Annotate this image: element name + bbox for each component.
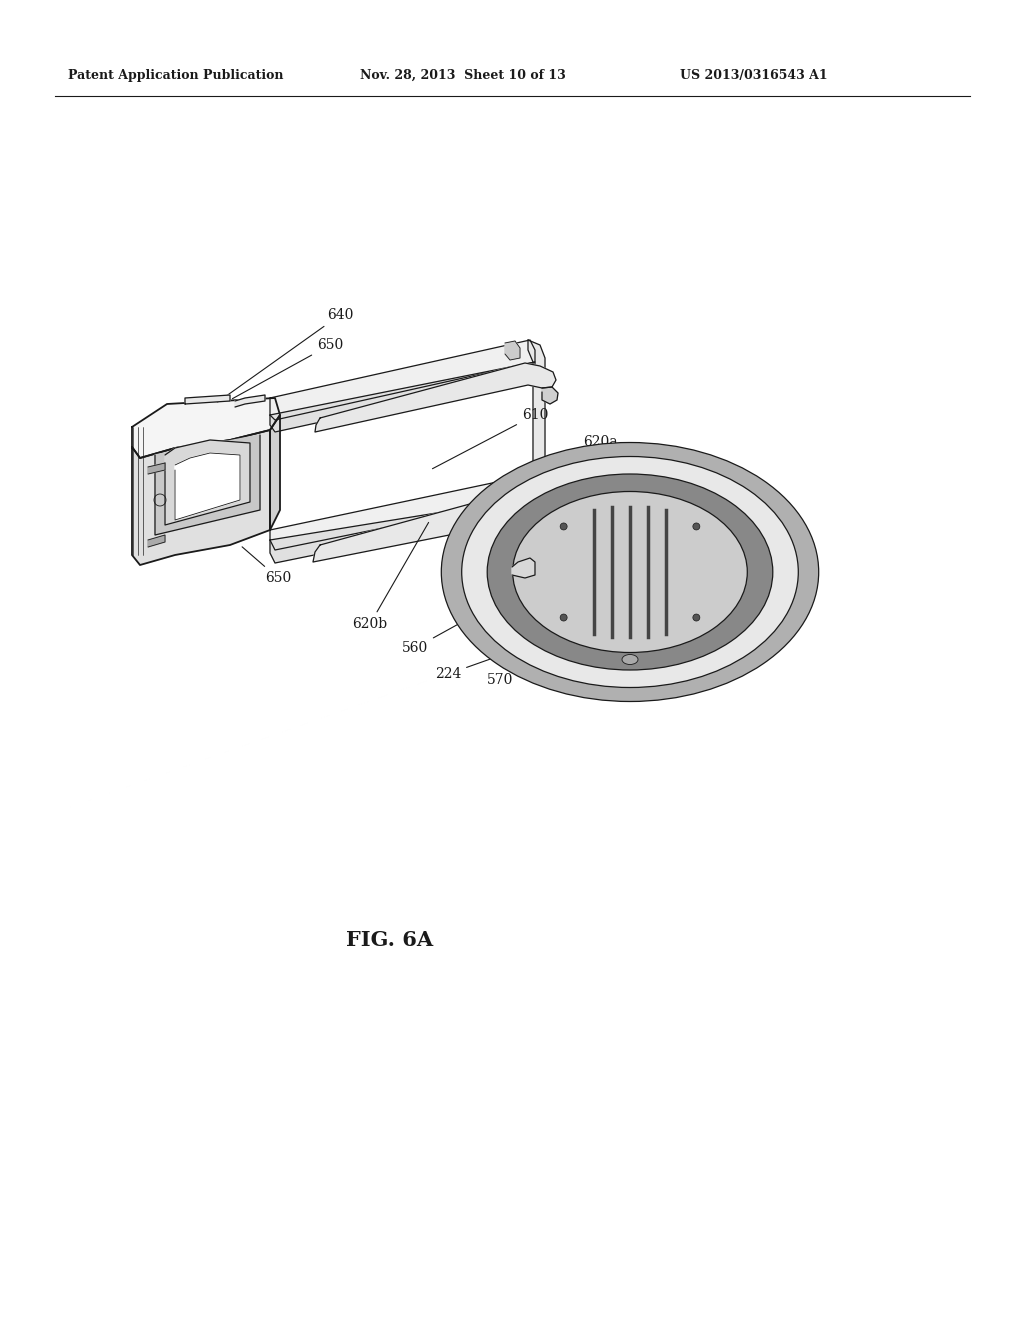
Polygon shape — [510, 531, 755, 607]
Polygon shape — [512, 558, 535, 578]
Ellipse shape — [693, 614, 699, 620]
Polygon shape — [270, 362, 535, 432]
Polygon shape — [165, 440, 250, 525]
Polygon shape — [498, 585, 510, 615]
Text: 620b: 620b — [352, 523, 429, 631]
Polygon shape — [270, 498, 535, 564]
Text: 650: 650 — [232, 338, 343, 399]
Ellipse shape — [622, 655, 638, 664]
Ellipse shape — [560, 614, 567, 620]
Polygon shape — [612, 647, 755, 694]
Ellipse shape — [513, 491, 748, 652]
Polygon shape — [148, 463, 165, 474]
Polygon shape — [505, 341, 520, 360]
Polygon shape — [132, 399, 280, 458]
Text: 550: 550 — [567, 663, 598, 696]
Text: 540: 540 — [642, 490, 669, 556]
Ellipse shape — [528, 502, 732, 642]
Text: 570: 570 — [486, 648, 543, 686]
Ellipse shape — [560, 523, 567, 529]
Polygon shape — [698, 638, 725, 659]
Polygon shape — [502, 640, 620, 694]
Ellipse shape — [487, 474, 773, 671]
Text: 224: 224 — [435, 645, 527, 681]
Polygon shape — [505, 478, 520, 498]
Text: 630a: 630a — [638, 651, 702, 678]
Text: 610: 610 — [432, 408, 548, 469]
Text: 550: 550 — [742, 550, 788, 589]
Text: 650: 650 — [242, 546, 291, 585]
Polygon shape — [234, 395, 265, 407]
Polygon shape — [313, 492, 543, 562]
Polygon shape — [270, 414, 280, 531]
Polygon shape — [132, 430, 270, 565]
Polygon shape — [175, 453, 240, 520]
Polygon shape — [740, 648, 750, 667]
Text: 640: 640 — [217, 308, 353, 403]
Text: FIG. 6A: FIG. 6A — [346, 931, 433, 950]
Polygon shape — [270, 341, 535, 420]
Ellipse shape — [693, 523, 699, 529]
Polygon shape — [505, 642, 515, 659]
Text: Nov. 28, 2013  Sheet 10 of 13: Nov. 28, 2013 Sheet 10 of 13 — [360, 69, 565, 82]
Polygon shape — [620, 572, 755, 682]
Polygon shape — [155, 436, 260, 535]
Polygon shape — [185, 395, 230, 404]
Polygon shape — [270, 475, 535, 550]
Polygon shape — [528, 341, 545, 515]
Text: 124: 124 — [621, 478, 653, 556]
Ellipse shape — [441, 442, 819, 701]
Polygon shape — [518, 632, 545, 655]
Text: Patent Application Publication: Patent Application Publication — [68, 69, 284, 82]
Text: 510: 510 — [591, 465, 633, 562]
Text: 630b: 630b — [751, 539, 803, 570]
Polygon shape — [510, 565, 620, 682]
Polygon shape — [315, 363, 556, 432]
Text: US 2013/0316543 A1: US 2013/0316543 A1 — [680, 69, 827, 82]
Text: 560: 560 — [401, 602, 500, 655]
Polygon shape — [522, 520, 543, 539]
Text: 620a: 620a — [548, 436, 617, 469]
Ellipse shape — [462, 457, 799, 688]
Polygon shape — [148, 535, 165, 546]
Polygon shape — [542, 387, 558, 404]
